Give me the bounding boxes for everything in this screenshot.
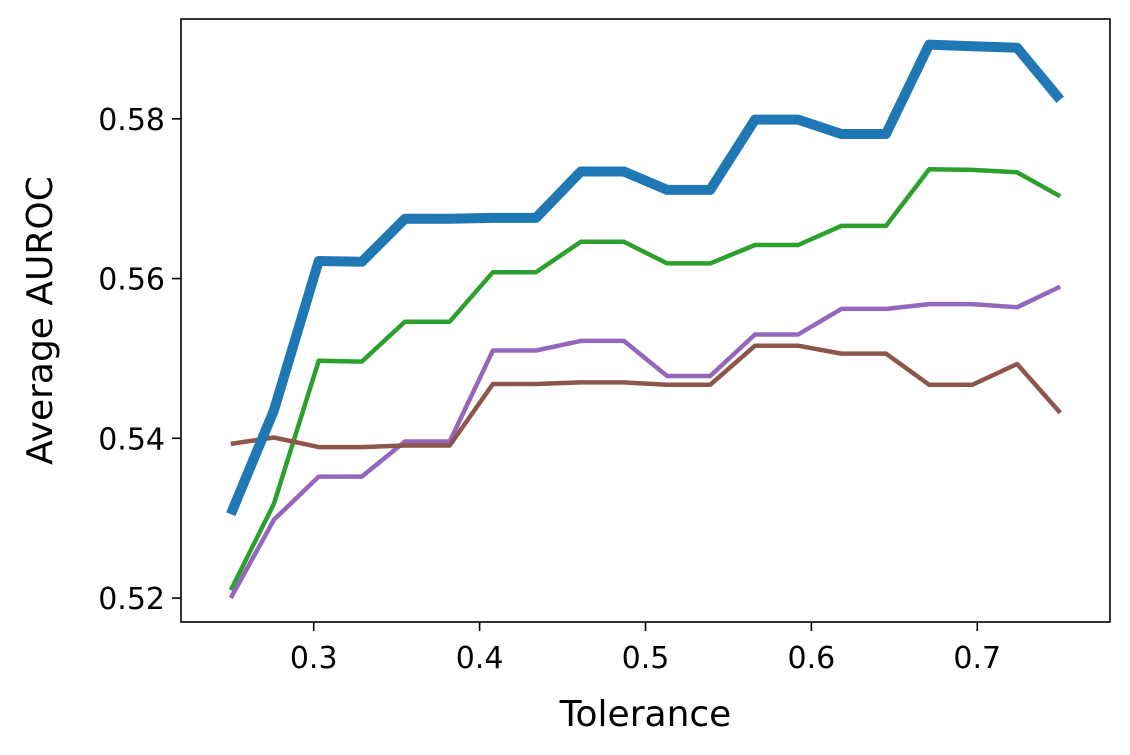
plot-frame xyxy=(180,18,1111,623)
x-tick-label: 0.4 xyxy=(456,641,504,676)
y-axis-label: Average AUROC xyxy=(20,176,61,465)
y-tick-label: 0.52 xyxy=(98,582,165,617)
x-tick-label: 0.5 xyxy=(622,641,670,676)
y-axis-ticks: 0.52 0.54 0.56 0.58 xyxy=(98,103,181,617)
y-tick-label: 0.54 xyxy=(98,422,165,457)
series-layer xyxy=(226,39,1065,600)
series-line-4 xyxy=(230,343,1062,450)
x-tick-label: 0.6 xyxy=(788,641,836,676)
y-tick-label: 0.56 xyxy=(98,263,165,298)
series-line-3 xyxy=(228,284,1062,600)
series-line-1 xyxy=(226,39,1065,517)
series-line-2 xyxy=(228,166,1062,592)
x-axis-ticks: 0.3 0.4 0.5 0.6 0.7 xyxy=(290,622,1001,676)
y-tick-label: 0.58 xyxy=(98,103,165,138)
x-axis-label: Tolerance xyxy=(559,694,732,735)
x-tick-label: 0.7 xyxy=(953,641,1001,676)
x-tick-label: 0.3 xyxy=(290,641,338,676)
